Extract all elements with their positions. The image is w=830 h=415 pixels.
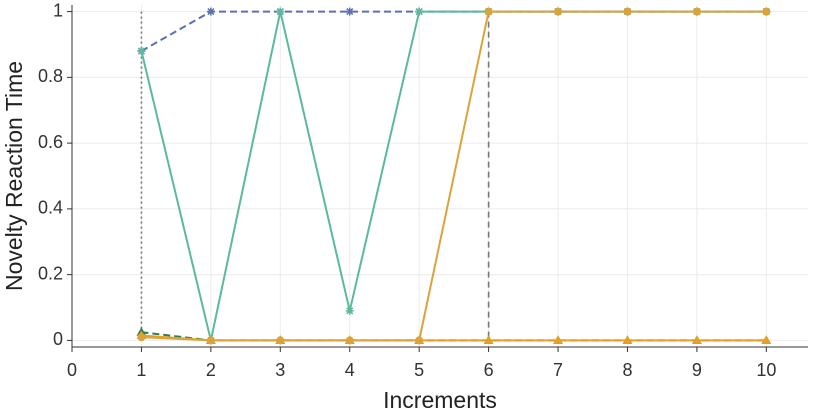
x-tick-label: 7 [553,360,563,380]
x-tick-label: 2 [206,360,216,380]
point [206,7,215,16]
point [554,7,563,16]
point [692,335,702,344]
y-tick-label: 1 [53,0,63,20]
x-axis-title: Increments [383,387,497,413]
x-tick-label: 1 [136,360,146,380]
y-tick-label: 0.8 [38,66,63,86]
y-tick-label: 0.4 [38,198,63,218]
x-tick-label: 3 [275,360,285,380]
point [762,7,771,16]
point [345,336,354,345]
y-tick-label: 0.6 [38,132,63,152]
point [761,335,772,344]
point [206,336,215,345]
series-line [141,331,767,342]
point [692,7,701,16]
point [137,47,146,56]
y-axis-title: Novelty Reaction Time [1,61,27,291]
point [415,7,424,16]
x-tick-label: 4 [345,360,355,380]
x-tick-label: 8 [622,360,632,380]
point [622,335,633,344]
point [484,7,493,16]
x-tick-label: 10 [756,360,776,380]
x-tick-label: 5 [414,360,424,380]
point [623,7,632,16]
point [553,335,563,344]
y-tick-label: 0 [53,329,63,349]
point [137,333,146,342]
x-tick-label: 6 [484,360,494,380]
point [345,7,354,16]
x-tick-label: 9 [692,360,702,380]
series-line [141,10,767,342]
x-tick-label: 0 [67,360,77,380]
point [276,336,285,345]
point [276,7,285,16]
series-line [140,10,767,52]
point [345,306,354,315]
y-tick-label: 0.2 [38,263,63,283]
point [415,336,424,345]
point [483,335,494,344]
